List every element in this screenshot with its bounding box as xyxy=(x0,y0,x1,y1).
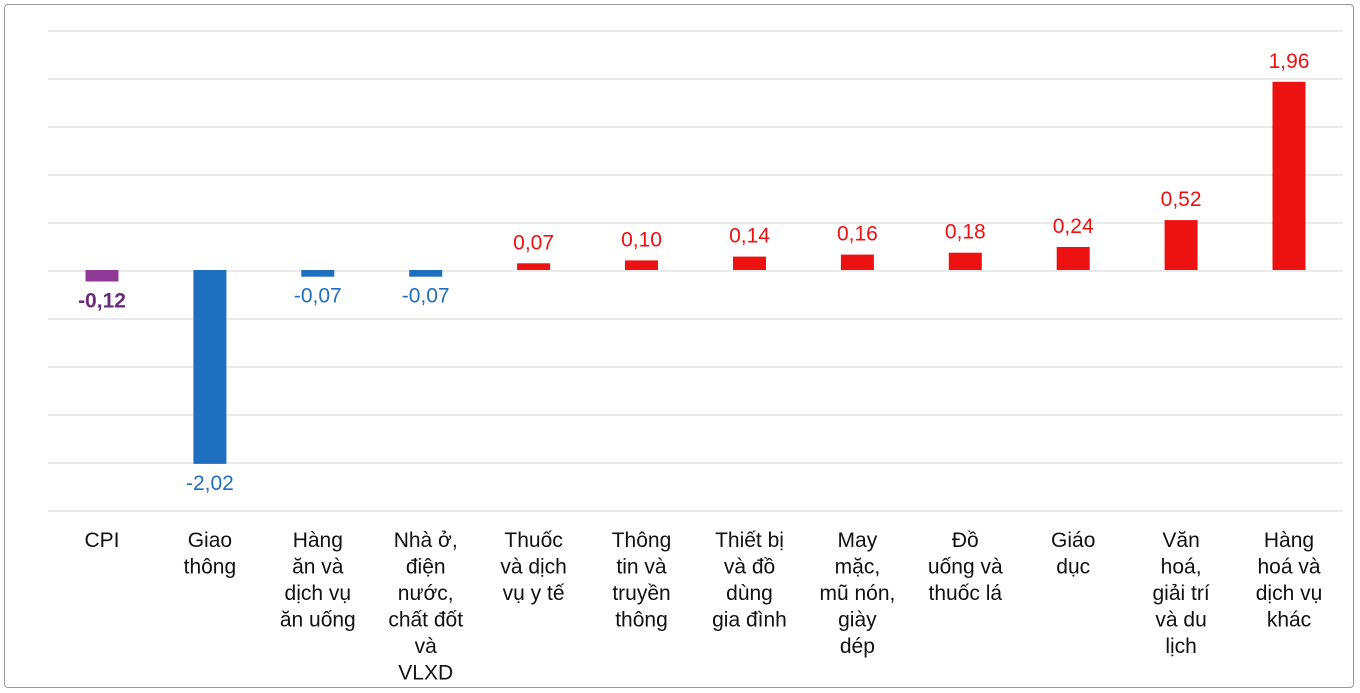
bar xyxy=(517,263,551,270)
category-label-line: nước, xyxy=(398,582,454,605)
data-label: -0,07 xyxy=(402,285,450,308)
bar xyxy=(301,270,335,277)
category-label: Thuốc và dịch vụ y tế xyxy=(500,529,567,605)
bar xyxy=(1056,247,1090,270)
category-label-line: dép xyxy=(840,635,875,658)
category-label-line: ăn và xyxy=(292,556,344,579)
category-label-line: thuốc lá xyxy=(929,582,1003,605)
bar xyxy=(948,252,982,270)
bar xyxy=(733,256,766,270)
category-label-line: dịch vụ xyxy=(1256,582,1323,605)
category-label-line: và du xyxy=(1155,609,1206,632)
category-label-line: chất đốt xyxy=(388,609,463,632)
data-label: 0,07 xyxy=(513,231,554,254)
category-label: Thông tin và truyền thông xyxy=(612,529,672,632)
category-label-line: tin và xyxy=(616,556,667,579)
category-label-line: Giao xyxy=(188,529,232,552)
data-label: 0,52 xyxy=(1161,188,1202,211)
category-label: Giáo dục xyxy=(1051,529,1095,579)
category-label-line: vụ y tế xyxy=(503,582,565,605)
category-label: Hàng hoá và dịch vụ khác xyxy=(1256,529,1323,632)
chart-frame xyxy=(4,4,1354,688)
category-label: May mặc, mũ nón, giày dép xyxy=(819,529,895,658)
category-label-line: Thông xyxy=(612,529,672,552)
category-label-line: May xyxy=(838,529,878,552)
category-label: Đồ uống và thuốc lá xyxy=(928,529,1003,605)
category-label: Văn hoá, giải trí và du lịch xyxy=(1153,529,1210,658)
category-label-line: khác xyxy=(1267,609,1311,632)
data-label: 0,24 xyxy=(1053,215,1094,238)
category-label-line: Hàng xyxy=(293,529,343,552)
data-label: 0,10 xyxy=(621,228,662,251)
category-label-line: và xyxy=(415,635,438,658)
category-label-line: ăn uống xyxy=(280,609,356,632)
category-label-line: Văn xyxy=(1162,529,1199,552)
category-label-line: dịch vụ xyxy=(285,582,352,605)
category-label-line: Giáo xyxy=(1051,529,1095,552)
data-label: -0,07 xyxy=(294,285,342,308)
data-label: 1,96 xyxy=(1269,50,1310,73)
category-label-line: CPI xyxy=(84,529,119,552)
data-label: 0,18 xyxy=(945,221,986,244)
bar xyxy=(1164,220,1198,270)
category-label: CPI xyxy=(84,529,119,552)
category-labels: CPI Giao thông Hàng ăn và dịch vụ ăn uống Nhà ở… xyxy=(84,529,1322,685)
category-label-line: mũ nón, xyxy=(819,582,895,605)
category-label-line: và đồ xyxy=(724,556,775,579)
category-label-line: gia đình xyxy=(712,609,787,632)
category-label: Nhà ở, điện nước, chất đốt và VLXD xyxy=(388,529,463,685)
data-label: -0,12 xyxy=(78,290,126,313)
bar xyxy=(840,254,874,270)
category-label-line: lịch xyxy=(1165,635,1197,658)
value-labels: -0,12 -2,02 -0,07 -0,07 0,07 0,10 0,14 0,16 0,18… xyxy=(78,50,1309,495)
category-label-line: dục xyxy=(1056,556,1090,579)
category-label-line: Thiết bị xyxy=(715,529,784,552)
category-label-line: VLXD xyxy=(398,662,453,685)
bar xyxy=(85,270,119,282)
category-label-line: giải trí xyxy=(1153,582,1210,605)
category-label: Hàng ăn và dịch vụ ăn uống xyxy=(280,529,356,632)
category-label: Thiết bị và đồ dùng gia đình xyxy=(712,529,787,632)
category-label-line: Thuốc xyxy=(504,529,562,552)
bars xyxy=(85,81,1306,464)
category-label-line: thông xyxy=(615,609,668,632)
category-label-line: điện xyxy=(406,556,446,579)
category-label-line: truyền xyxy=(612,582,670,605)
data-label: 0,16 xyxy=(837,223,878,246)
category-label-line: thông xyxy=(184,556,237,579)
category-label-line: Hàng xyxy=(1264,529,1314,552)
category-label: Giao thông xyxy=(184,529,237,579)
category-label-line: Nhà ở, xyxy=(394,529,458,552)
category-label-line: dùng xyxy=(726,582,773,605)
category-label-line: hoá và xyxy=(1257,556,1320,579)
category-label-line: hoá, xyxy=(1161,556,1202,579)
gridlines xyxy=(48,30,1343,512)
data-label: -2,02 xyxy=(186,472,234,495)
bar xyxy=(409,270,443,277)
bar xyxy=(193,270,227,464)
bar xyxy=(1272,81,1306,270)
data-label: 0,14 xyxy=(729,225,770,248)
category-label-line: giày xyxy=(838,609,877,632)
category-label-line: uống và xyxy=(928,556,1003,579)
category-label-line: mặc, xyxy=(835,556,881,579)
bar xyxy=(625,260,658,270)
category-label-line: Đồ xyxy=(952,529,979,552)
category-label-line: và dịch xyxy=(500,556,567,579)
